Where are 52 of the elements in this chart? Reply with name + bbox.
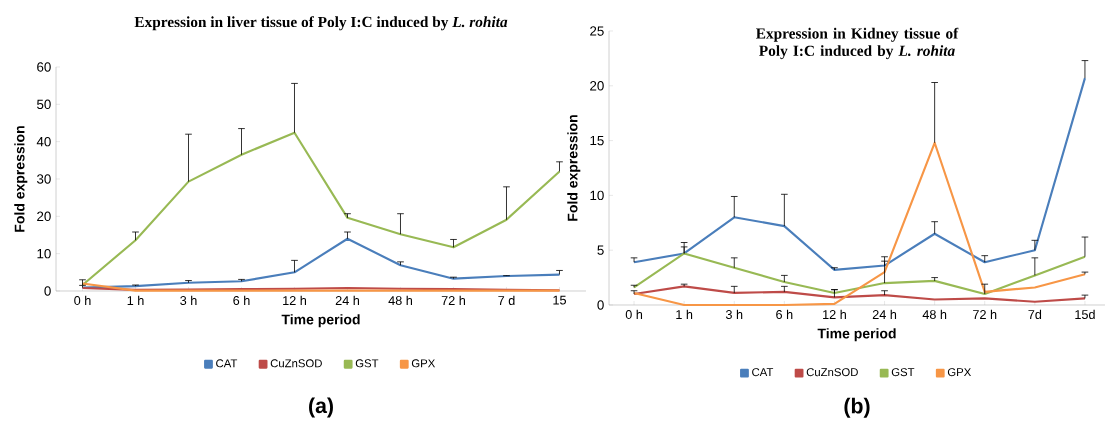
x-tick-label: 1 h <box>127 295 144 305</box>
y-tick-label: 20 <box>590 81 604 91</box>
x-tick-label: 0 h <box>625 309 643 319</box>
y-tick-label: 60 <box>37 62 51 72</box>
x-tick-label: 15 <box>553 295 567 305</box>
x-tick-label: 24 h <box>872 309 897 319</box>
y-tick-label: 5 <box>597 245 604 255</box>
y-tick-label: 0 <box>44 286 51 296</box>
x-tick-label: 72 h <box>973 309 997 319</box>
x-tick-label: 7 d <box>498 295 515 305</box>
x-tick-label: 15d <box>1075 309 1095 319</box>
x-tick-label: 6 h <box>233 295 250 305</box>
x-axis-title: Time period <box>281 314 360 328</box>
line-series <box>632 252 1087 296</box>
text: (a) <box>309 397 333 418</box>
x-tick-label: 3 h <box>725 309 743 319</box>
x-axis-title: Time period <box>817 328 896 342</box>
chart-title: Expression in Kidney tissue of Poly I:C induced by L. rohita <box>756 27 959 60</box>
legend-label: CuZnSOD <box>270 359 322 368</box>
legend-label: CAT <box>216 359 238 368</box>
y-tick-label: 25 <box>590 26 604 36</box>
y-tick-label: 10 <box>37 248 51 259</box>
y-tick-label: 15 <box>590 135 604 146</box>
x-tick-label: 1 h <box>676 309 693 319</box>
y-tick-label: 30 <box>36 174 51 184</box>
y-tick-label: 0 <box>597 300 604 310</box>
line-series <box>632 77 1087 271</box>
legend-label: GST <box>355 359 379 368</box>
legend-label: CuZnSOD <box>806 368 858 377</box>
x-tick-label: 6 h <box>776 309 793 319</box>
x-tick-label: 12 h <box>283 295 306 305</box>
x-tick-label: 12 h <box>823 309 846 319</box>
legend-label: GPX <box>947 368 972 377</box>
chart-title: Expression in liver tissue of Poly I:C induced by L. rohita <box>134 16 508 31</box>
y-tick-label: 50 <box>37 99 51 110</box>
x-tick-label: 0 h <box>74 295 91 305</box>
y-tick-label: 40 <box>36 136 51 147</box>
x-tick-label: 3 h <box>180 295 197 305</box>
x-tick-label: 7d <box>1028 309 1042 319</box>
y-axis-title: Fold expression <box>14 126 28 232</box>
x-tick-label: 48 h <box>388 295 412 305</box>
line-series <box>632 285 1087 303</box>
x-tick-label: 24 h <box>335 295 359 305</box>
y-tick-label: 20 <box>37 211 51 222</box>
legend-label: GPX <box>411 359 436 368</box>
y-axis-title: Fold expression <box>567 115 581 221</box>
legend-label: GST <box>891 368 915 377</box>
y-tick-label: 10 <box>590 190 604 201</box>
legend-label: CAT <box>752 368 774 377</box>
x-tick-label: 48 h <box>922 309 947 319</box>
x-tick-label: 72 h <box>441 295 465 305</box>
text: (b) <box>844 397 870 418</box>
